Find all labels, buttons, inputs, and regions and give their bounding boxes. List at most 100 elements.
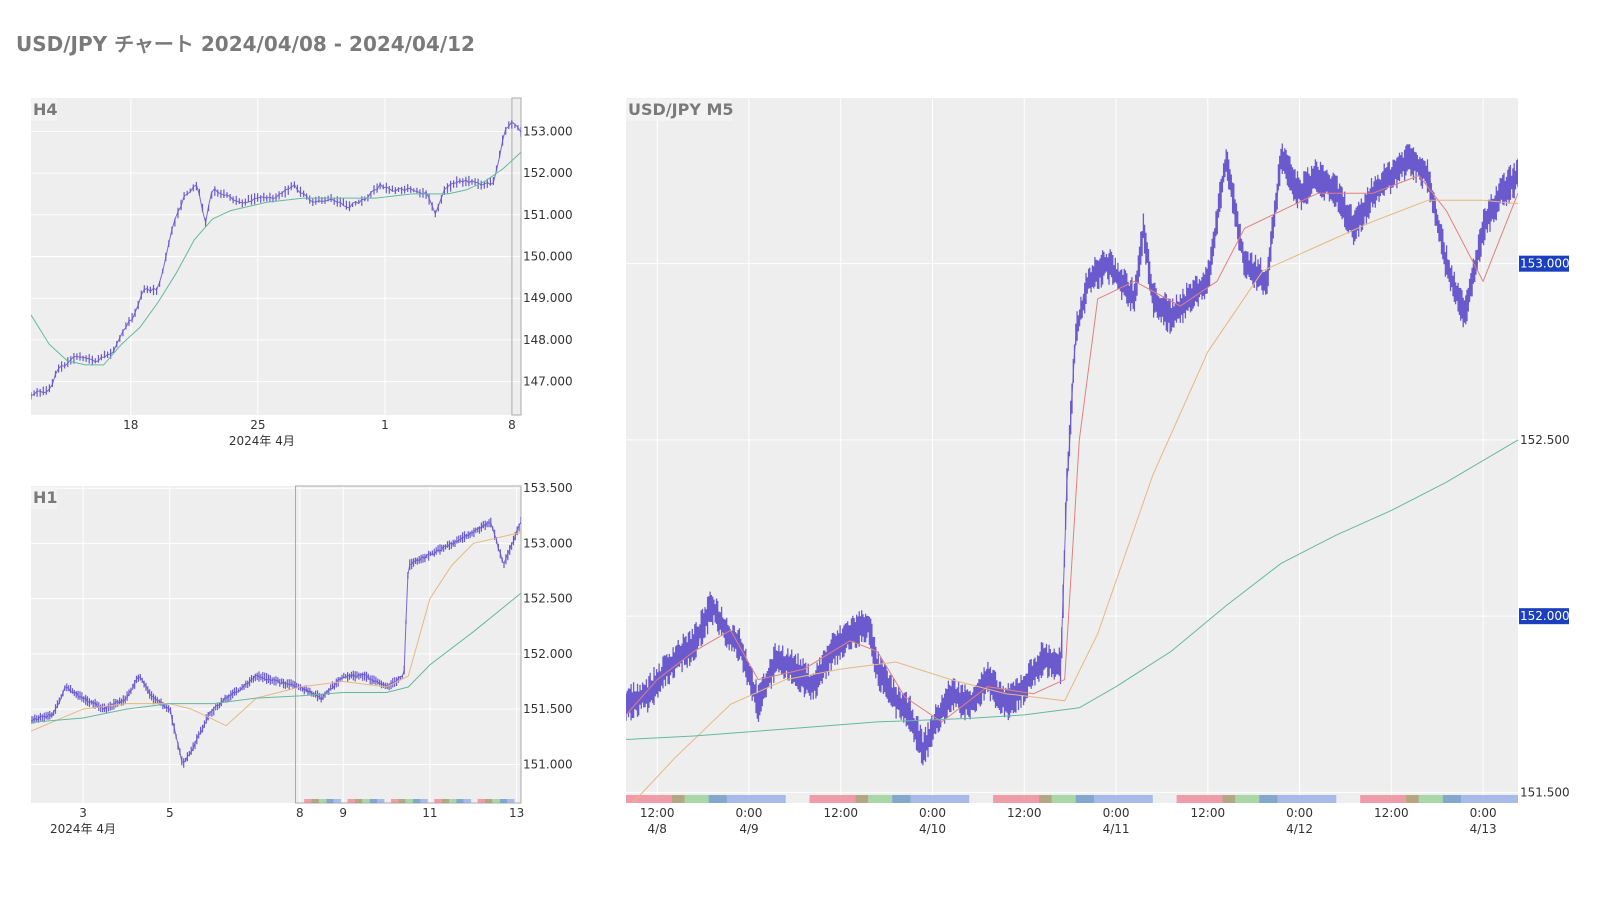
session-bar <box>354 799 363 803</box>
price-badge <box>1519 255 1569 272</box>
x-tick-label: 0:00 <box>919 806 946 820</box>
x-tick-label: 12:00 <box>823 806 858 820</box>
panel-label: H1 <box>33 488 58 507</box>
session-bar <box>809 795 856 803</box>
session-bar <box>1051 795 1076 803</box>
session-bar <box>362 799 370 803</box>
session-bar <box>499 799 508 803</box>
session-bar <box>1360 795 1407 803</box>
session-bar <box>413 799 421 803</box>
panel-m5: 153.000 152.500 152.000 151.500 12:00 4/8 0:00… <box>626 98 1570 836</box>
x-tick-label: 11 <box>422 806 437 820</box>
x-tick-sublabel: 4/12 <box>1286 822 1313 836</box>
moving-average-ma_long <box>31 151 521 366</box>
x-tick-label: 0:00 <box>1470 806 1497 820</box>
session-bar <box>626 795 672 803</box>
x-tick-label: 12:00 <box>640 806 675 820</box>
x-tick-label: 0:00 <box>1103 806 1130 820</box>
session-bar <box>377 799 385 803</box>
session-bar <box>726 795 786 803</box>
session-bar <box>1406 795 1419 803</box>
session-bar <box>1461 795 1518 803</box>
y-tick-label: 151.500 <box>523 702 573 716</box>
session-bar <box>369 799 378 803</box>
panel-label: H4 <box>33 100 58 119</box>
x-tick-sublabel: 4/11 <box>1103 822 1130 836</box>
x-tick-sublabel: 4/9 <box>739 822 758 836</box>
session-bar <box>1418 795 1443 803</box>
session-bar <box>449 799 457 803</box>
y-tick-label: 152.000 <box>523 166 573 180</box>
session-bar <box>318 799 327 803</box>
x-tick-label: 8 <box>296 806 304 820</box>
highlight-region <box>511 97 522 416</box>
moving-average-ma_mid <box>31 531 521 732</box>
panel-label: USD/JPY M5 <box>628 100 734 119</box>
session-bar <box>492 799 500 803</box>
x-tick-label: 13 <box>509 806 524 820</box>
y-tick-label: 152.500 <box>1520 433 1570 447</box>
session-bar <box>1259 795 1278 803</box>
session-bar <box>910 795 970 803</box>
session-bar <box>477 799 486 803</box>
session-bar <box>507 799 515 803</box>
y-tick-label: 152.000 <box>523 647 573 661</box>
panel-label-bg <box>626 99 732 121</box>
session-bar <box>347 799 355 803</box>
x-tick-label: 12:00 <box>1374 806 1409 820</box>
x-tick-label: 0:00 <box>735 806 762 820</box>
session-bar <box>1094 795 1153 803</box>
session-bar <box>993 795 1039 803</box>
session-bar <box>326 799 334 803</box>
price-candles <box>626 143 1518 766</box>
x-tick-label: 3 <box>79 806 87 820</box>
x-tick-label: 25 <box>250 418 265 432</box>
session-bar <box>398 799 406 803</box>
session-bar <box>1235 795 1260 803</box>
x-tick-label: 9 <box>339 806 347 820</box>
session-bar <box>868 795 893 803</box>
y-tick-label: 152.000 <box>1520 609 1570 623</box>
price-line <box>31 121 521 396</box>
y-tick-label: 153.000 <box>523 536 573 550</box>
session-bar <box>1442 795 1462 803</box>
moving-average-ma_long <box>31 592 521 723</box>
panel-label-bg <box>31 487 57 509</box>
session-bar <box>1038 795 1052 803</box>
x-axis-sublabel: 2024年 4月 <box>50 822 116 836</box>
x-tick-label: 0:00 <box>1286 806 1313 820</box>
session-bar <box>1176 795 1223 803</box>
y-tick-label: 151.000 <box>523 208 573 222</box>
y-tick-label: 153.000 <box>1520 257 1570 271</box>
x-axis-sublabel: 2024年 4月 <box>229 434 295 448</box>
plot-area <box>31 516 521 768</box>
session-bar <box>456 799 464 803</box>
plot-area <box>31 120 521 400</box>
panel-label-bg <box>31 99 57 121</box>
y-tick-label: 150.000 <box>523 250 573 264</box>
session-bar <box>1075 795 1095 803</box>
x-tick-label: 18 <box>123 418 138 432</box>
y-tick-label: 152.500 <box>523 592 573 606</box>
session-bar <box>441 799 450 803</box>
y-tick-label: 151.500 <box>1520 785 1570 799</box>
session-bar <box>671 795 685 803</box>
price-line <box>626 152 1518 753</box>
session-bar <box>420 799 428 803</box>
y-tick-label: 153.500 <box>523 481 573 495</box>
x-tick-label: 12:00 <box>1007 806 1042 820</box>
session-bar <box>1222 795 1236 803</box>
page-title: USD/JPY チャート 2024/04/08 - 2024/04/12 <box>16 32 475 56</box>
x-tick-label: 1 <box>381 418 389 432</box>
x-tick-label: 5 <box>166 806 174 820</box>
y-tick-label: 149.000 <box>523 291 573 305</box>
y-tick-label: 151.000 <box>523 757 573 771</box>
session-bar <box>304 799 312 803</box>
session-bar <box>463 799 472 803</box>
panel-h4: 153.000 152.000 151.000 150.000 149.000 148.0… <box>31 97 573 448</box>
y-tick-label: 147.000 <box>523 375 573 389</box>
panel-h1: 153.500 153.000 152.500 152.000 151.500 151.0… <box>31 481 573 836</box>
moving-average-ma_short <box>626 174 1518 723</box>
plot-area <box>626 143 1518 803</box>
